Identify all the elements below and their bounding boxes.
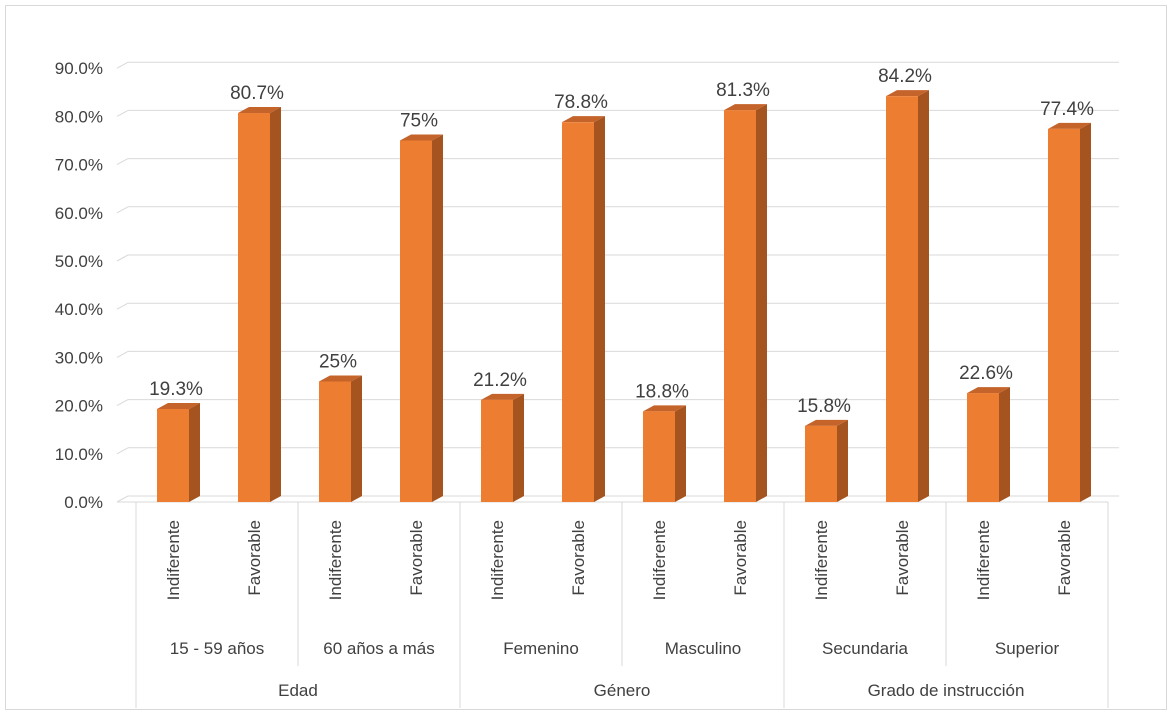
- bar-top-favorable: [238, 107, 281, 114]
- x-category-label: Indiferente: [650, 520, 669, 600]
- data-label: 77.4%: [1040, 99, 1094, 120]
- x-category-label: Indiferente: [812, 520, 831, 600]
- bar-favorable: [724, 110, 756, 502]
- bar-indiferente: [967, 393, 999, 502]
- gridline-depth: [116, 206, 129, 214]
- bar-side-indiferente: [999, 387, 1010, 502]
- x-group-label: Edad: [278, 681, 318, 700]
- x-subgroup-label: Secundaria: [822, 639, 909, 658]
- bar-top-favorable: [886, 90, 929, 97]
- y-tick-label: 30.0%: [55, 348, 103, 367]
- bar-side-indiferente: [513, 393, 524, 502]
- bar-side-favorable: [1080, 122, 1091, 502]
- bar-favorable: [1048, 128, 1080, 502]
- gridline-depth: [116, 495, 129, 503]
- x-category-label: Indiferente: [974, 520, 993, 600]
- bar-indiferente: [643, 411, 675, 502]
- data-label: 21.2%: [473, 370, 527, 391]
- gridline-depth: [116, 254, 129, 262]
- bar-top-favorable: [724, 104, 767, 111]
- bar-top-indiferente: [643, 405, 686, 412]
- gridline-depth: [116, 61, 129, 69]
- bar-top-favorable: [562, 116, 605, 123]
- data-label: 78.8%: [554, 92, 608, 113]
- bar-side-favorable: [594, 116, 605, 503]
- x-category-label: Favorable: [569, 520, 588, 596]
- gridline-depth: [116, 302, 129, 310]
- data-label: 25%: [319, 352, 357, 373]
- bar-side-indiferente: [351, 375, 362, 502]
- bar-side-indiferente: [189, 402, 200, 502]
- gridlines: [116, 61, 1119, 708]
- x-subgroup-label: 60 años a más: [323, 639, 435, 658]
- data-label: 81.3%: [716, 80, 770, 101]
- data-label: 22.6%: [959, 363, 1013, 384]
- bars: [157, 90, 1091, 503]
- y-tick-label: 10.0%: [55, 445, 103, 464]
- y-tick-label: 20.0%: [55, 397, 103, 416]
- bar-top-favorable: [1048, 122, 1091, 129]
- x-category-label: Favorable: [731, 520, 750, 596]
- gridline-depth: [116, 350, 129, 358]
- bar-top-indiferente: [805, 419, 848, 426]
- y-tick-label: 70.0%: [55, 156, 103, 175]
- x-category-label: Indiferente: [326, 520, 345, 600]
- x-category-label: Favorable: [893, 520, 912, 596]
- bar-side-favorable: [270, 107, 281, 502]
- y-tick-label: 40.0%: [55, 300, 103, 319]
- y-tick-label: 60.0%: [55, 204, 103, 223]
- bar-indiferente: [805, 425, 837, 502]
- bar-top-indiferente: [967, 387, 1010, 394]
- bar-side-favorable: [918, 90, 929, 502]
- gridline-depth: [116, 447, 129, 455]
- x-category-label: Favorable: [245, 520, 264, 596]
- y-axis-ticks: 0.0% 10.0% 20.0% 30.0% 40.0% 50.0% 60.0% 70.0% 8…: [55, 59, 103, 512]
- data-label: 75%: [400, 111, 438, 132]
- bar-side-indiferente: [837, 419, 848, 502]
- y-tick-label: 90.0%: [55, 59, 103, 78]
- y-tick-label: 50.0%: [55, 252, 103, 271]
- x-category-label: Indiferente: [488, 520, 507, 600]
- data-label: 19.3%: [149, 379, 203, 400]
- bar-indiferente: [157, 408, 189, 502]
- bar-favorable: [400, 140, 432, 502]
- data-label: 15.8%: [797, 396, 851, 417]
- bar-top-favorable: [400, 134, 443, 141]
- bar-indiferente: [319, 381, 351, 502]
- x-subgroup-label: Superior: [995, 639, 1060, 658]
- bar-side-indiferente: [675, 405, 686, 502]
- gridline-depth: [116, 158, 129, 166]
- x-group-label: Género: [594, 681, 651, 700]
- gridline-depth: [116, 109, 129, 117]
- x-subgroup-label: 15 - 59 años: [170, 639, 265, 658]
- bar-top-indiferente: [157, 402, 200, 409]
- bar-top-indiferente: [319, 375, 362, 382]
- gridline-depth: [116, 399, 129, 407]
- y-tick-label: 0.0%: [64, 493, 103, 512]
- bar-indiferente: [481, 399, 513, 502]
- bar-top-indiferente: [481, 393, 524, 400]
- x-axis-categories: Indiferente Favorable 15 - 59 años Indifere…: [164, 520, 1074, 700]
- x-group-label: Grado de instrucción: [868, 681, 1025, 700]
- bar-favorable: [238, 113, 270, 502]
- data-label: 84.2%: [878, 66, 932, 87]
- data-label: 80.7%: [230, 83, 284, 104]
- y-tick-label: 80.0%: [55, 107, 103, 126]
- x-subgroup-label: Femenino: [503, 639, 579, 658]
- bar-side-favorable: [432, 134, 443, 502]
- x-category-label: Favorable: [1055, 520, 1074, 596]
- bar-side-favorable: [756, 104, 767, 502]
- x-category-label: Indiferente: [164, 520, 183, 600]
- data-labels: 19.3% 80.7% 25% 75% 21.2% 78.8% 18.8% 81.3% 15.8…: [149, 66, 1094, 417]
- bar-favorable: [886, 96, 918, 502]
- data-label: 18.8%: [635, 381, 689, 402]
- x-category-label: Favorable: [407, 520, 426, 596]
- x-subgroup-label: Masculino: [665, 639, 742, 658]
- bar-favorable: [562, 122, 594, 503]
